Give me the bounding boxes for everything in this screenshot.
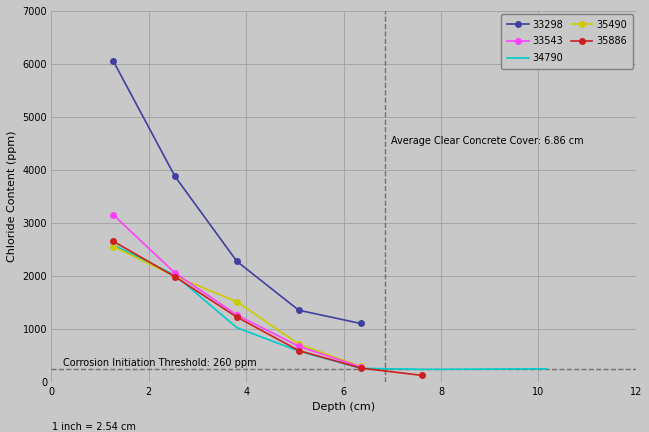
- Legend: 33298, 33543, 34790, 35490, 35886: 33298, 33543, 34790, 35490, 35886: [502, 14, 633, 69]
- Text: Corrosion Initiation Threshold: 260 ppm: Corrosion Initiation Threshold: 260 ppm: [64, 358, 257, 368]
- Text: 1 inch = 2.54 cm: 1 inch = 2.54 cm: [52, 422, 136, 432]
- Text: Average Clear Concrete Cover: 6.86 cm: Average Clear Concrete Cover: 6.86 cm: [391, 136, 584, 146]
- X-axis label: Depth (cm): Depth (cm): [312, 402, 375, 412]
- Y-axis label: Chloride Content (ppm): Chloride Content (ppm): [7, 131, 17, 262]
